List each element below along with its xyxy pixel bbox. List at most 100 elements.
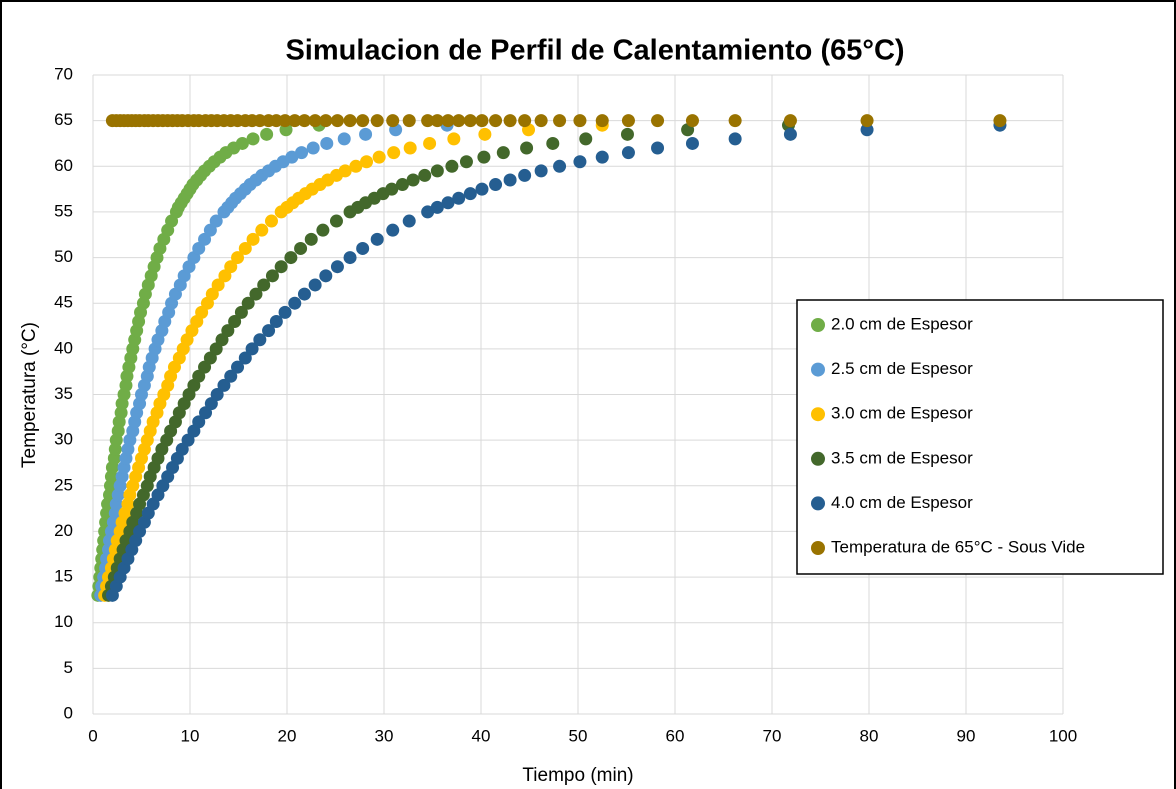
data-point <box>246 132 260 146</box>
data-point <box>297 287 311 301</box>
legend-marker <box>811 407 825 422</box>
data-point <box>459 155 473 169</box>
data-point <box>546 136 560 150</box>
data-point <box>349 159 363 173</box>
y-tick-label: 0 <box>64 703 73 722</box>
data-point <box>269 314 283 328</box>
data-point <box>395 178 409 192</box>
x-tick-label: 90 <box>957 726 976 745</box>
x-tick-label: 0 <box>88 726 97 745</box>
data-point <box>447 132 461 146</box>
data-point <box>518 114 532 128</box>
data-point <box>387 146 401 160</box>
data-point <box>475 114 489 128</box>
y-tick-label: 10 <box>54 612 73 631</box>
data-point <box>452 114 466 128</box>
x-tick-label: 10 <box>181 726 200 745</box>
data-point <box>783 127 797 141</box>
data-point <box>320 136 334 150</box>
data-point <box>477 150 491 164</box>
data-point <box>441 196 455 210</box>
data-point <box>265 269 279 283</box>
data-point <box>534 164 548 178</box>
data-point <box>573 114 587 128</box>
data-point <box>489 178 503 192</box>
y-tick-label: 40 <box>54 338 73 357</box>
data-point <box>475 182 489 196</box>
data-point <box>370 232 384 246</box>
data-point <box>329 214 343 228</box>
data-point <box>360 155 374 169</box>
data-point <box>253 333 267 347</box>
data-point <box>620 127 634 141</box>
y-tick-label: 25 <box>54 475 73 494</box>
legend-label: 4.0 cm de Espesor <box>831 493 973 512</box>
legend-label: 3.0 cm de Espesor <box>831 404 973 423</box>
y-tick-label: 30 <box>54 430 73 449</box>
data-point <box>306 141 320 155</box>
legend: 2.0 cm de Espesor 2.5 cm de Espesor 3.0 cm… <box>796 299 1164 575</box>
data-point <box>297 114 311 128</box>
data-point <box>685 114 699 128</box>
y-tick-label: 45 <box>54 293 73 312</box>
data-point <box>503 173 517 187</box>
x-tick-label: 50 <box>569 726 588 745</box>
data-point <box>402 214 416 228</box>
data-point <box>860 123 874 137</box>
data-point <box>278 305 292 319</box>
data-point <box>553 114 567 128</box>
data-point <box>356 241 370 255</box>
legend-label: 2.0 cm de Espesor <box>831 314 973 333</box>
x-tick-label: 20 <box>278 726 297 745</box>
data-point <box>359 127 373 141</box>
data-point <box>238 351 252 365</box>
y-tick-label: 55 <box>54 201 73 220</box>
data-point <box>728 114 742 128</box>
data-point <box>210 388 224 401</box>
y-tick-label: 5 <box>64 658 73 677</box>
data-point <box>304 232 318 246</box>
data-point <box>316 223 330 237</box>
y-tick-label: 70 <box>54 64 73 83</box>
data-point <box>860 114 874 128</box>
data-point <box>452 191 466 205</box>
data-point <box>518 168 532 182</box>
legend-label: Temperatura de 65°C - Sous Vide <box>831 537 1085 556</box>
data-point <box>430 114 444 128</box>
data-point <box>217 378 231 392</box>
data-point <box>221 324 235 338</box>
data-point <box>553 159 567 173</box>
data-point <box>430 200 444 214</box>
data-point <box>234 305 248 319</box>
data-point <box>241 296 255 310</box>
legend-marker <box>811 362 825 377</box>
y-tick-label: 65 <box>54 110 73 129</box>
x-tick-label: 60 <box>666 726 685 745</box>
y-tick-label: 60 <box>54 156 73 175</box>
data-point <box>262 324 276 338</box>
data-point <box>319 269 333 283</box>
data-point <box>278 114 292 128</box>
data-point <box>372 150 386 164</box>
data-point <box>370 114 384 128</box>
data-point <box>319 114 333 128</box>
data-point <box>231 360 245 374</box>
data-point <box>430 164 444 178</box>
y-tick-label: 15 <box>54 567 73 586</box>
y-tick-label: 35 <box>54 384 73 403</box>
x-tick-label: 40 <box>472 726 491 745</box>
legend-marker <box>811 318 825 332</box>
data-point <box>534 114 548 128</box>
data-point <box>224 260 238 274</box>
data-point <box>579 132 593 146</box>
data-point <box>337 132 351 146</box>
x-tick-label: 70 <box>763 726 782 745</box>
data-point <box>403 141 417 155</box>
y-tick-label: 20 <box>54 521 73 540</box>
legend-box <box>796 299 1164 575</box>
data-point <box>285 150 299 164</box>
data-point <box>423 136 437 150</box>
data-point <box>224 369 238 383</box>
chart-title: Simulacion de Perfil de Calentamiento (6… <box>285 35 904 67</box>
